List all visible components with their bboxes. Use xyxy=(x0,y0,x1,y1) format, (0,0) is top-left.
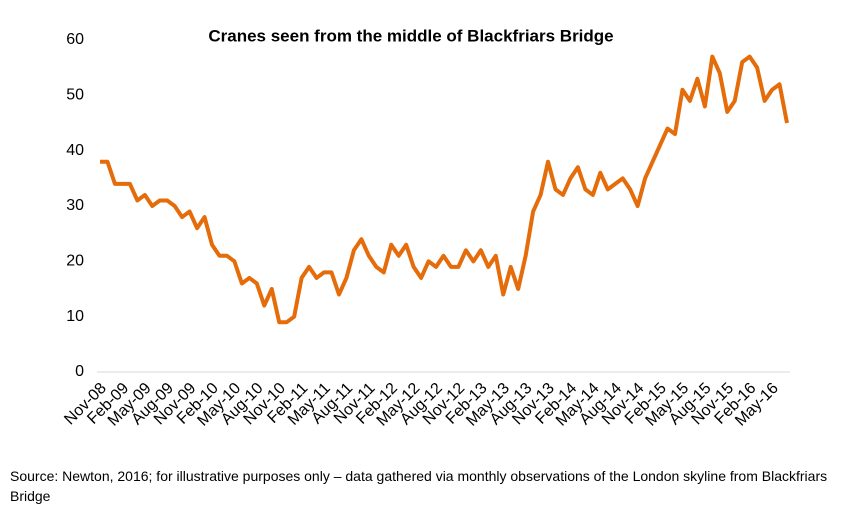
y-tick-label: 60 xyxy=(66,31,84,48)
y-tick-label: 40 xyxy=(66,142,84,159)
y-tick-label: 0 xyxy=(75,363,84,380)
source-note: Source: Newton, 2016; for illustrative p… xyxy=(10,468,828,504)
line-series xyxy=(100,54,789,325)
y-tick-label: 30 xyxy=(66,197,84,214)
y-tick-label: 20 xyxy=(66,253,84,270)
y-tick-label: 10 xyxy=(66,308,84,325)
chart-title: Cranes seen from the middle of Blackfria… xyxy=(208,26,613,45)
y-tick-label: 50 xyxy=(66,87,84,104)
